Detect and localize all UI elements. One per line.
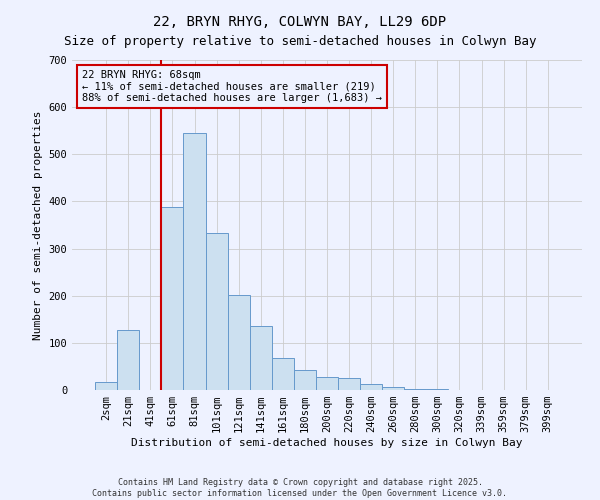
- Bar: [294, 370, 316, 390]
- Bar: [117, 330, 139, 390]
- Text: 22 BRYN RHYG: 68sqm
← 11% of semi-detached houses are smaller (219)
88% of semi-: 22 BRYN RHYG: 68sqm ← 11% of semi-detach…: [82, 70, 382, 103]
- Text: Size of property relative to semi-detached houses in Colwyn Bay: Size of property relative to semi-detach…: [64, 35, 536, 48]
- Bar: [360, 384, 382, 390]
- Bar: [206, 234, 227, 390]
- Bar: [161, 207, 184, 390]
- Bar: [95, 382, 117, 390]
- Bar: [272, 358, 294, 390]
- Bar: [184, 133, 206, 390]
- Bar: [250, 326, 272, 390]
- Text: Contains HM Land Registry data © Crown copyright and database right 2025.
Contai: Contains HM Land Registry data © Crown c…: [92, 478, 508, 498]
- Bar: [316, 377, 338, 390]
- X-axis label: Distribution of semi-detached houses by size in Colwyn Bay: Distribution of semi-detached houses by …: [131, 438, 523, 448]
- Text: 22, BRYN RHYG, COLWYN BAY, LL29 6DP: 22, BRYN RHYG, COLWYN BAY, LL29 6DP: [154, 15, 446, 29]
- Bar: [404, 388, 427, 390]
- Bar: [427, 388, 448, 390]
- Bar: [382, 386, 404, 390]
- Y-axis label: Number of semi-detached properties: Number of semi-detached properties: [33, 110, 43, 340]
- Bar: [338, 378, 360, 390]
- Bar: [227, 295, 250, 390]
